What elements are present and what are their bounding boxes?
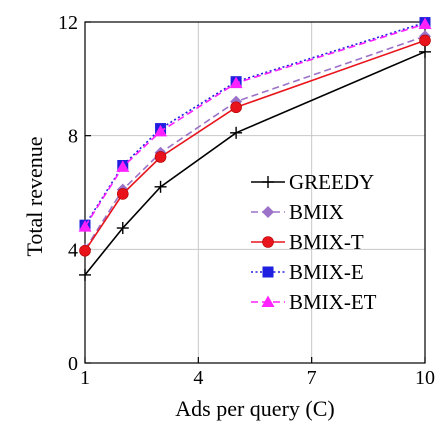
x-tick-label: 4: [193, 367, 203, 389]
y-axis-title: Total revenue: [22, 136, 47, 256]
axis-ticks: 1 4 7 10 0 4 8 12: [58, 12, 435, 389]
legend-label-bmix-et: BMIX-ET: [289, 290, 377, 314]
legend-label-bmix-t: BMIX-T: [289, 230, 364, 254]
legend-entry-bmix: BMIX: [251, 200, 344, 224]
series-layer: [78, 17, 432, 281]
x-tick-label: 1: [80, 367, 90, 389]
y-tick-label: 4: [68, 239, 78, 261]
legend-entry-bmix-t: BMIX-T: [251, 230, 364, 254]
data-point-bmix-t: [79, 244, 91, 257]
series-line-bmix-t: [84, 39, 426, 252]
data-point-greedy: [79, 268, 91, 281]
legend-entry-greedy: GREEDY: [251, 170, 374, 194]
y-tick-label: 12: [58, 12, 78, 34]
data-point-bmix-t: [116, 188, 129, 200]
legend-marker-bmix-e: [262, 266, 274, 278]
data-point-bmix-et: [154, 124, 168, 137]
legend-label-greedy: GREEDY: [289, 170, 374, 194]
legend-marker-bmix: [262, 206, 274, 218]
data-point-bmix-t: [419, 34, 431, 47]
legend-entry-bmix-et: BMIX-ET: [251, 290, 377, 314]
x-tick-label: 7: [307, 367, 317, 389]
series-greedy: [79, 45, 431, 281]
y-tick-label: 8: [68, 126, 78, 148]
data-point-bmix-t: [154, 151, 167, 163]
plot-frame: [84, 21, 426, 364]
legend-label-bmix: BMIX: [289, 200, 344, 224]
data-point-bmix-et: [116, 160, 130, 172]
legend-marker-greedy: [262, 176, 274, 188]
x-axis-title: Ads per query (C): [175, 396, 334, 421]
data-point-greedy: [154, 180, 167, 193]
series-line-bmix: [84, 35, 426, 250]
data-point-greedy: [116, 222, 129, 235]
data-point-greedy: [419, 45, 431, 58]
data-point-bmix-t: [230, 101, 242, 114]
y-tick-label: 0: [68, 353, 78, 375]
legend-entry-bmix-e: BMIX-E: [251, 260, 364, 284]
legend-label-bmix-e: BMIX-E: [289, 260, 364, 284]
legend-marker-bmix-t: [262, 236, 274, 248]
series-bmix-t: [79, 34, 431, 257]
series-bmix-et: [78, 17, 432, 232]
legend: GREEDY BMIX BMIX-T BMIX-E BMIX-ET: [251, 170, 377, 314]
x-tick-label: 10: [415, 367, 435, 389]
data-point-greedy: [230, 126, 243, 139]
series-bmix: [79, 30, 431, 256]
legend-marker-bmix-et: [261, 295, 275, 307]
data-point-bmix-et: [418, 17, 432, 29]
data-point-bmix-et: [229, 76, 243, 89]
data-point-bmix-et: [78, 220, 92, 232]
